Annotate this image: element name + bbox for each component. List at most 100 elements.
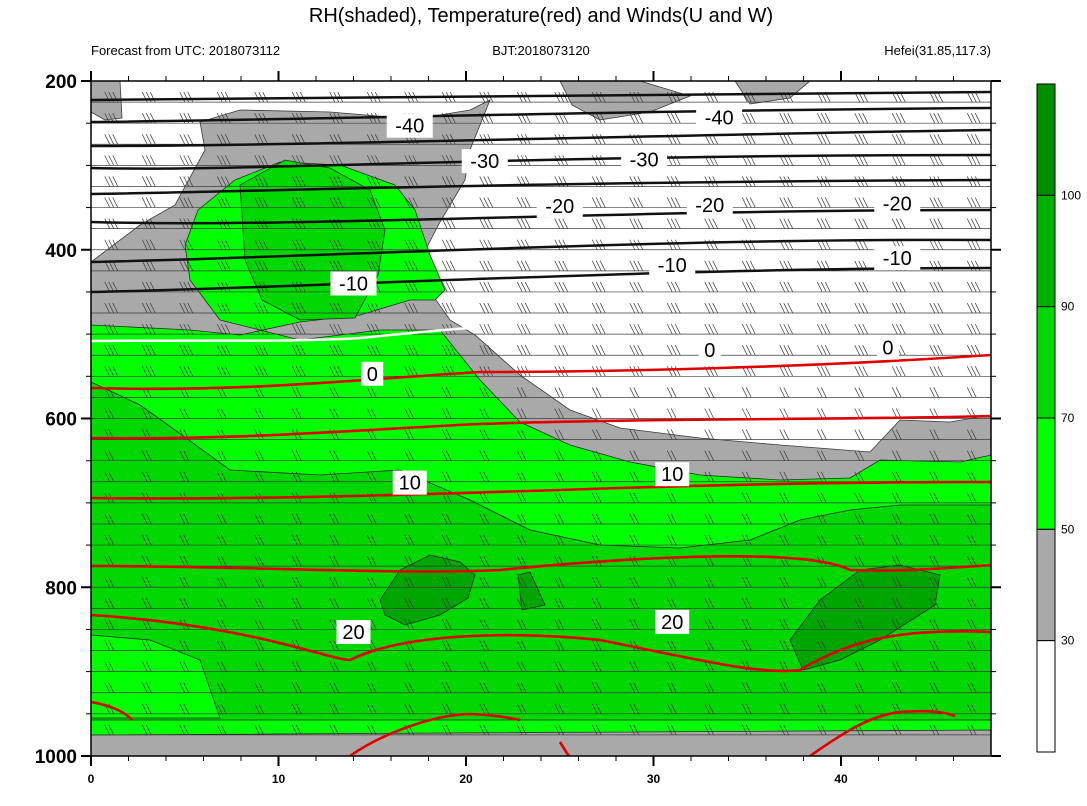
wind-barb-tick <box>295 155 302 166</box>
wind-barb-tick <box>262 176 269 187</box>
wind-barb-tick <box>295 661 302 672</box>
wind-barb-tick <box>524 345 531 356</box>
wind-barb-tick <box>404 176 411 187</box>
wind-barb-tick <box>258 471 265 482</box>
wind-barb-tick <box>595 281 602 293</box>
wind-barb-tick <box>445 682 452 693</box>
wind-barb-tick <box>216 703 223 714</box>
wind-barb-tick <box>412 345 419 356</box>
wind-barb-tick <box>787 113 794 124</box>
wind-barb-tick <box>149 366 156 377</box>
wind-barb-tick <box>820 724 827 736</box>
isotherm-label: -20 <box>545 196 574 218</box>
wind-barb-tick <box>629 91 636 103</box>
wind-barb-tick <box>599 113 606 124</box>
wind-barb-tick <box>708 661 715 672</box>
wind-barb-tick <box>220 197 227 208</box>
wind-barb-tick <box>187 366 194 377</box>
wind-barb-tick <box>629 619 636 630</box>
wind-barb-tick <box>104 176 111 187</box>
wind-barb-tick <box>370 471 377 482</box>
wind-barb-tick <box>933 155 940 166</box>
wind-barb-tick <box>554 598 561 609</box>
wind-barb-tick <box>891 724 898 736</box>
wind-barb-tick <box>408 682 415 693</box>
wind-barb-tick <box>487 302 494 314</box>
wind-barb-tick <box>741 281 748 293</box>
wind-barb-tick <box>179 239 186 250</box>
wind-barb-tick <box>187 134 194 145</box>
wind-barb-tick <box>595 661 602 672</box>
wind-barb-tick <box>599 197 606 208</box>
wind-barb-tick <box>891 640 898 651</box>
wind-barb-tick <box>970 640 977 651</box>
wind-barb-tick <box>816 323 823 335</box>
wind-barb-tick <box>854 577 861 588</box>
wind-barb-tick <box>929 197 936 208</box>
wind-barb-tick <box>858 724 865 736</box>
wind-barb-tick <box>745 661 752 672</box>
wind-barb-tick <box>629 661 636 672</box>
wind-barb-tick <box>295 176 302 187</box>
wind-barb-tick <box>891 492 898 504</box>
wind-barb-tick <box>599 134 606 145</box>
wind-barb-tick <box>599 345 606 356</box>
wind-barb-tick <box>974 302 981 314</box>
wind-barb-tick <box>633 555 640 567</box>
wind-barb-tick <box>854 429 861 440</box>
wind-barb-tick <box>820 197 827 208</box>
wind-barb-tick <box>291 534 298 546</box>
wind-barb-tick <box>254 661 261 672</box>
wind-barb-tick <box>862 197 869 208</box>
wind-barb-tick <box>412 302 419 314</box>
wind-barb-tick <box>483 218 490 229</box>
wind-barb-tick <box>487 260 494 272</box>
wind-barb-tick <box>216 345 223 356</box>
wind-barb-tick <box>554 619 561 630</box>
wind-barb-tick <box>637 323 644 335</box>
wind-barb-tick <box>595 577 602 588</box>
wind-barb-tick <box>479 429 486 440</box>
wind-barb-tick <box>333 703 340 714</box>
wind-barb-tick <box>966 598 973 609</box>
wind-barb-tick <box>441 155 448 166</box>
wind-barb-tick <box>295 323 302 335</box>
wind-barb-tick <box>258 534 265 546</box>
wind-barb-tick <box>183 155 190 166</box>
wind-barb-tick <box>779 366 786 377</box>
isotherm-line <box>91 266 991 294</box>
wind-barb-tick <box>558 619 565 630</box>
wind-barb-tick <box>291 323 298 335</box>
wind-barb-tick <box>745 619 752 630</box>
wind-barb-tick <box>295 555 302 567</box>
wind-barb-tick <box>441 724 448 736</box>
wind-barb-tick <box>783 534 790 546</box>
wind-barb-tick <box>787 281 794 293</box>
wind-barb-tick <box>520 345 527 356</box>
wind-barb-tick <box>483 387 490 398</box>
wind-barb-tick <box>408 260 415 272</box>
wind-barb-tick <box>787 218 794 229</box>
wind-barb-tick <box>558 640 565 651</box>
wind-barb-tick <box>741 429 748 440</box>
wind-barb-tick <box>141 682 148 693</box>
wind-barb-tick <box>591 682 598 693</box>
wind-barb-tick <box>708 534 715 546</box>
wind-barb-tick <box>929 640 936 651</box>
wind-barb-tick <box>595 260 602 272</box>
wind-barb-tick <box>820 682 827 693</box>
wind-barb-tick <box>145 323 152 335</box>
wind-barb-tick <box>141 471 148 482</box>
wind-barb-tick <box>591 345 598 356</box>
wind-barb-tick <box>524 302 531 314</box>
wind-barb-tick <box>708 492 715 504</box>
wind-barb-tick <box>895 450 902 461</box>
wind-barb-tick <box>445 513 452 525</box>
wind-barb-tick <box>516 492 523 504</box>
wind-barb-tick <box>145 577 152 588</box>
wind-barb-tick <box>224 155 231 166</box>
wind-barb-tick <box>408 534 415 546</box>
wind-barb-tick <box>595 91 602 103</box>
wind-barb-tick <box>591 218 598 229</box>
wind-barb-tick <box>741 450 748 461</box>
